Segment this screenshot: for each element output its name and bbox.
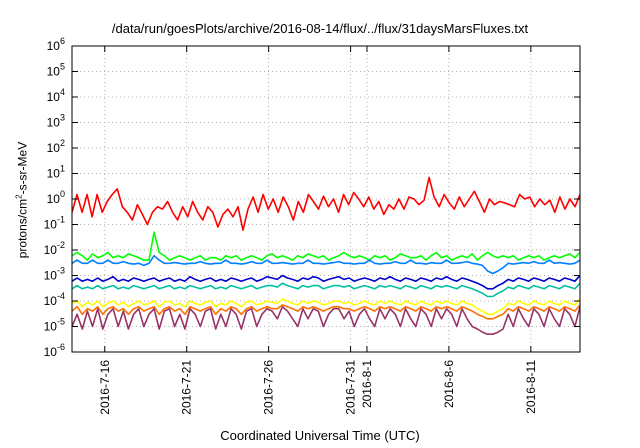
y-tick-label: 10-2 [44, 240, 65, 257]
y-axis: 10-6 10-5 10-4 10-3 10-2 10-1 100 101 102 103 104 1… [44, 36, 580, 359]
series-line-2 [72, 231, 580, 261]
y-tick-label: 104 [47, 87, 65, 104]
grid-lines [72, 46, 580, 352]
y-tick-label: 106 [47, 36, 65, 53]
y-tick-label: 105 [47, 62, 65, 79]
series-line-5 [72, 282, 580, 298]
series-line-7 [72, 304, 580, 320]
y-tick-label: 100 [47, 189, 65, 206]
y-axis-label: protons/cm2-s-sr-MeV [14, 141, 30, 259]
series-line-8 [72, 305, 580, 336]
series-line-3 [72, 254, 580, 275]
x-tick-label: 2016-8-11 [524, 360, 538, 414]
x-axis: 2016-7-16 2016-7-21 2016-7-26 2016-7-31 2016… [98, 46, 538, 415]
series-group [72, 176, 580, 336]
y-tick-label: 10-1 [44, 215, 65, 232]
y-tick-label: 10-3 [44, 266, 65, 283]
y-tick-label: 10-6 [44, 342, 65, 359]
series-line-6 [72, 298, 580, 316]
y-tick-label: 101 [47, 164, 65, 181]
x-tick-label: 2016-8-1 [360, 360, 374, 408]
y-tick-label: 103 [47, 113, 65, 130]
x-tick-label: 2016-7-16 [98, 360, 112, 415]
y-tick-label: 10-5 [44, 317, 65, 334]
series-line-1 [72, 176, 580, 231]
x-tick-label: 2016-7-21 [180, 360, 194, 415]
x-tick-label: 2016-7-26 [262, 360, 276, 415]
x-tick-label: 2016-7-31 [344, 360, 358, 415]
chart-title: /data/run/goesPlots/archive/2016-08-14/f… [111, 21, 529, 36]
y-tick-label: 10-4 [44, 291, 65, 308]
x-axis-label: Coordinated Universal Time (UTC) [220, 428, 420, 443]
y-tick-label: 102 [47, 138, 65, 155]
x-tick-label: 2016-8-6 [442, 360, 456, 408]
series-line-4 [72, 274, 580, 290]
